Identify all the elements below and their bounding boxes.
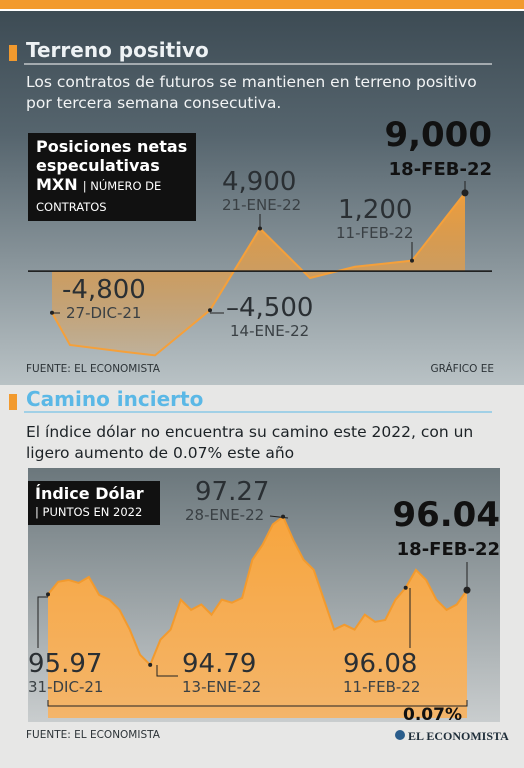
leader-line: [269, 515, 289, 519]
date-label: 27-DIC-21: [66, 304, 141, 322]
title-marker: [9, 45, 17, 61]
legend-box: Índice Dólar | PUNTOS EN 2022: [28, 481, 160, 525]
area: [48, 516, 467, 718]
point: [403, 585, 408, 590]
point: [46, 592, 50, 597]
value-label: 1,200: [338, 195, 412, 225]
value-label: 97.27: [195, 477, 269, 507]
subtitle: Los contratos de futuros se mantienen en…: [26, 73, 477, 112]
source: FUENTE: EL ECONOMISTA: [26, 729, 160, 741]
source: FUENTE: EL ECONOMISTA: [26, 363, 160, 375]
top-bar: [0, 0, 524, 9]
point: [208, 308, 212, 313]
date-label: 14-ENE-22: [230, 322, 309, 340]
logo-icon: [395, 730, 405, 740]
date-label: 21-ENE-22: [222, 196, 301, 214]
credit: GRÁFICO EE: [430, 363, 494, 375]
title: Camino incierto: [26, 387, 204, 411]
point: [148, 662, 153, 667]
line: [51, 192, 466, 357]
legend-unit: | PUNTOS EN 2022: [35, 505, 143, 519]
legend-title: Índice Dólar: [35, 484, 144, 503]
legend-title: Posiciones netas especulativas MXN: [36, 137, 188, 194]
value-label: –4,500: [226, 293, 313, 323]
date-label: 31-DIC-21: [28, 678, 103, 696]
title: Terreno positivo: [26, 38, 209, 62]
legend-box: Posiciones netas especulativas MXN | NÚM…: [28, 133, 196, 221]
value-label: 94.79: [182, 649, 256, 679]
date-label: 18-FEB-22: [389, 159, 492, 180]
value-label: 95.97: [28, 649, 102, 679]
point: [258, 226, 262, 231]
date-label: 18-FEB-22: [397, 539, 500, 560]
title-marker: [9, 394, 17, 410]
date-label: 11-FEB-22: [336, 224, 413, 242]
line: [47, 515, 468, 667]
point: [461, 189, 469, 197]
leader-line: [156, 665, 178, 677]
value-label: -4,800: [62, 275, 146, 305]
value-label: 9,000: [384, 115, 492, 155]
point: [463, 586, 471, 594]
leader-line: [37, 596, 48, 648]
logo: EL ECONOMISTA: [408, 729, 509, 743]
change-label: 0.07%: [403, 705, 462, 725]
legend-unit: | NÚMERO DE CONTRATOS: [36, 179, 162, 214]
date-label: 13-ENE-22: [182, 678, 261, 696]
date-label: 11-FEB-22: [343, 678, 420, 696]
point: [50, 310, 54, 315]
subtitle: El índice dólar no encuentra su camino e…: [26, 423, 474, 462]
point: [410, 258, 414, 263]
value-label: 96.08: [343, 649, 417, 679]
area: [52, 192, 465, 356]
change-bracket: [47, 700, 468, 707]
top-rule: [0, 9, 524, 11]
point: [281, 514, 286, 519]
date-label: 28-ENE-22: [185, 506, 264, 524]
value-label: 96.04: [392, 495, 500, 535]
value-label: 4,900: [222, 167, 296, 197]
